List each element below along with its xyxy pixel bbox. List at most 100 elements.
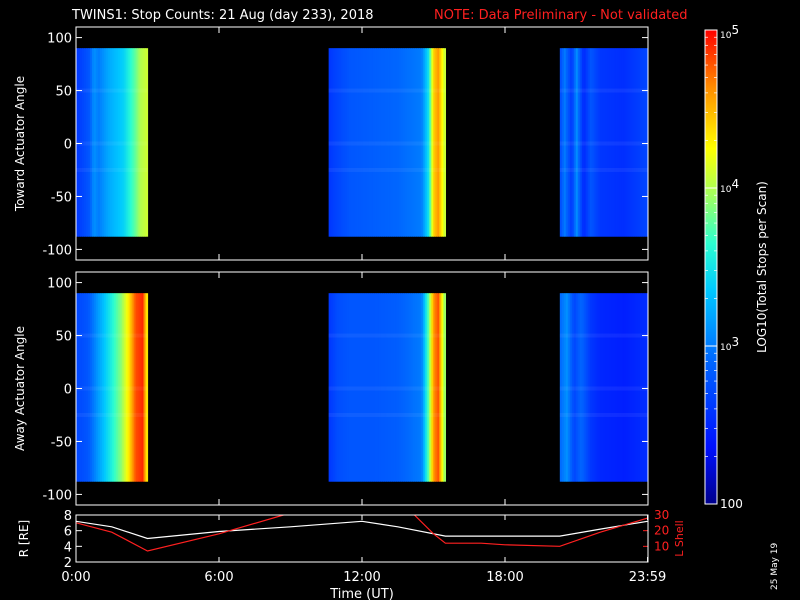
heatmap-cell (385, 293, 388, 482)
y-tick-label: 50 (55, 85, 72, 100)
heatmap-cell (417, 293, 420, 482)
heatmap-cell (380, 48, 384, 237)
heatmap-streak (328, 167, 446, 172)
heatmap-cell (605, 293, 609, 482)
heatmap-cell (577, 293, 581, 482)
heatmap-cell (611, 48, 615, 237)
heatmap-cell (409, 48, 412, 237)
heatmap-segment (76, 48, 149, 237)
heatmap-cell (583, 48, 587, 237)
heatmap-cell (79, 48, 83, 237)
heatmap-cell (85, 293, 89, 482)
heatmap-cell (105, 48, 109, 237)
heatmap-streak (559, 167, 648, 172)
heatmap-cell (639, 48, 643, 237)
preliminary-note: NOTE: Data Preliminary - Not validated (434, 8, 688, 23)
heatmap-cell (354, 293, 358, 482)
heatmap-cell (427, 48, 430, 237)
heatmap-cell (129, 293, 133, 482)
heatmap-cell (427, 293, 430, 482)
heatmap-cell (601, 48, 605, 237)
heatmap-cell (399, 293, 402, 482)
heatmap-cell (563, 48, 567, 237)
heatmap-cell (380, 293, 384, 482)
heatmap-cell (397, 293, 400, 482)
heatmap-cell (113, 48, 117, 237)
heatmap-cell (643, 293, 647, 482)
heatmap-cell (433, 48, 436, 237)
heatmap-cell (607, 293, 611, 482)
heatmap-cell (565, 293, 569, 482)
heatmap-cell (336, 293, 340, 482)
heatmap-cell (372, 293, 376, 482)
heatmap-cell (421, 293, 424, 482)
heatmap-cell (344, 293, 348, 482)
heatmap-cell (585, 48, 589, 237)
heatmap-cell (79, 293, 83, 482)
heatmap-cell (577, 48, 581, 237)
heatmap-cell (425, 293, 428, 482)
radius-line (76, 520, 648, 540)
heatmap-cell (415, 293, 418, 482)
heatmap-cell (135, 293, 139, 482)
heatmap-cell (631, 48, 635, 237)
heatmap-cell (346, 48, 350, 237)
heatmap-cell (372, 48, 376, 237)
colorbar-tick-label: 103 (720, 335, 739, 353)
heatmap-cell (435, 293, 438, 482)
heatmap-cell (573, 48, 577, 237)
heatmap-cell (389, 293, 392, 482)
heatmap-cell (603, 293, 607, 482)
x-tick-label: 0:00 (61, 570, 90, 585)
heatmap-cell (617, 48, 621, 237)
heatmap-cell (358, 48, 362, 237)
heatmap-cell (395, 293, 398, 482)
heatmap-cell (417, 48, 420, 237)
heatmap-cell (589, 293, 593, 482)
heatmap-cell (123, 48, 127, 237)
heatmap-cell (121, 293, 125, 482)
x-tick-label: 6:00 (204, 570, 233, 585)
heatmap-cell (411, 293, 414, 482)
colorbar-tick-label: 105 (720, 23, 739, 41)
heatmap-cell (370, 293, 374, 482)
colorbar-tick-label: 100 (720, 497, 743, 511)
heatmap-cell (641, 48, 645, 237)
heatmap-cell (569, 293, 573, 482)
heatmap-cell (431, 293, 434, 482)
heatmap-cell (348, 48, 352, 237)
heatmap-cell (619, 48, 623, 237)
heatmap-cell (101, 48, 105, 237)
y-tick-label: -50 (51, 435, 72, 450)
heatmap-cell (439, 48, 442, 237)
heatmap-cell (135, 48, 139, 237)
heatmap-streak (76, 141, 148, 146)
heatmap-cell (119, 293, 123, 482)
heatmap-cell (587, 293, 591, 482)
heatmap-cell (409, 293, 412, 482)
right-axis-label: L Shell (673, 520, 686, 556)
heatmap-cell (364, 293, 368, 482)
x-tick-label: 12:00 (343, 570, 380, 585)
heatmap-cell (356, 293, 360, 482)
heatmap-cell (559, 48, 563, 237)
heatmap-cell (391, 293, 394, 482)
heatmap-segment (559, 293, 649, 482)
heatmap-cell (131, 48, 135, 237)
heatmap-cell (401, 293, 404, 482)
heatmap-cell (405, 48, 408, 237)
heatmap-cell (119, 48, 123, 237)
y-axis-label: Away Actuator Angle (13, 326, 27, 451)
heatmap-cell (569, 48, 573, 237)
heatmap-cell (415, 48, 418, 237)
heatmap-streak (328, 412, 446, 417)
heatmap-cell (113, 293, 117, 482)
heatmap-cell (597, 48, 601, 237)
heatmap-cell (607, 48, 611, 237)
heatmap-cell (89, 48, 93, 237)
heatmap-cell (364, 48, 368, 237)
heatmap-cell (441, 48, 444, 237)
heatmap-cell (101, 293, 105, 482)
y-tick-label: -50 (51, 190, 72, 205)
heatmap-cell (109, 48, 113, 237)
